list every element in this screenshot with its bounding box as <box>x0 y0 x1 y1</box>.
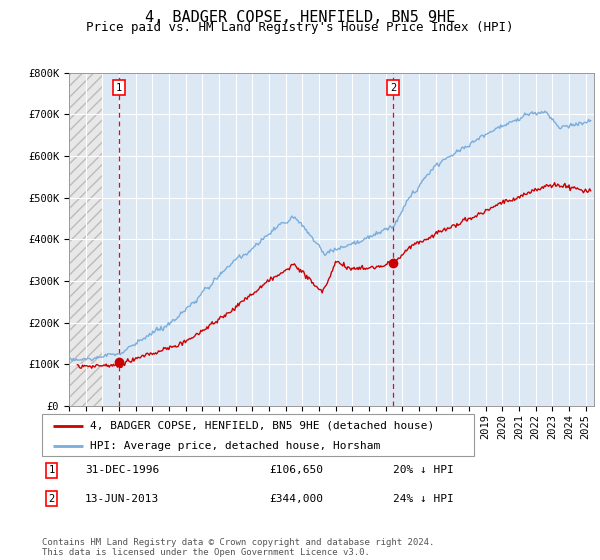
Text: £344,000: £344,000 <box>269 493 323 503</box>
Text: 2: 2 <box>49 493 55 503</box>
Text: 1: 1 <box>116 83 122 93</box>
Text: 4, BADGER COPSE, HENFIELD, BN5 9HE (detached house): 4, BADGER COPSE, HENFIELD, BN5 9HE (deta… <box>89 421 434 431</box>
Text: £106,650: £106,650 <box>269 465 323 475</box>
Text: Price paid vs. HM Land Registry's House Price Index (HPI): Price paid vs. HM Land Registry's House … <box>86 21 514 34</box>
Text: 2: 2 <box>390 83 396 93</box>
Text: 24% ↓ HPI: 24% ↓ HPI <box>393 493 454 503</box>
Text: 13-JUN-2013: 13-JUN-2013 <box>85 493 160 503</box>
FancyBboxPatch shape <box>42 414 474 456</box>
Text: 4, BADGER COPSE, HENFIELD, BN5 9HE: 4, BADGER COPSE, HENFIELD, BN5 9HE <box>145 10 455 25</box>
Text: 1: 1 <box>49 465 55 475</box>
Text: 31-DEC-1996: 31-DEC-1996 <box>85 465 160 475</box>
Text: Contains HM Land Registry data © Crown copyright and database right 2024.
This d: Contains HM Land Registry data © Crown c… <box>42 538 434 557</box>
Text: HPI: Average price, detached house, Horsham: HPI: Average price, detached house, Hors… <box>89 441 380 451</box>
Text: 20% ↓ HPI: 20% ↓ HPI <box>393 465 454 475</box>
